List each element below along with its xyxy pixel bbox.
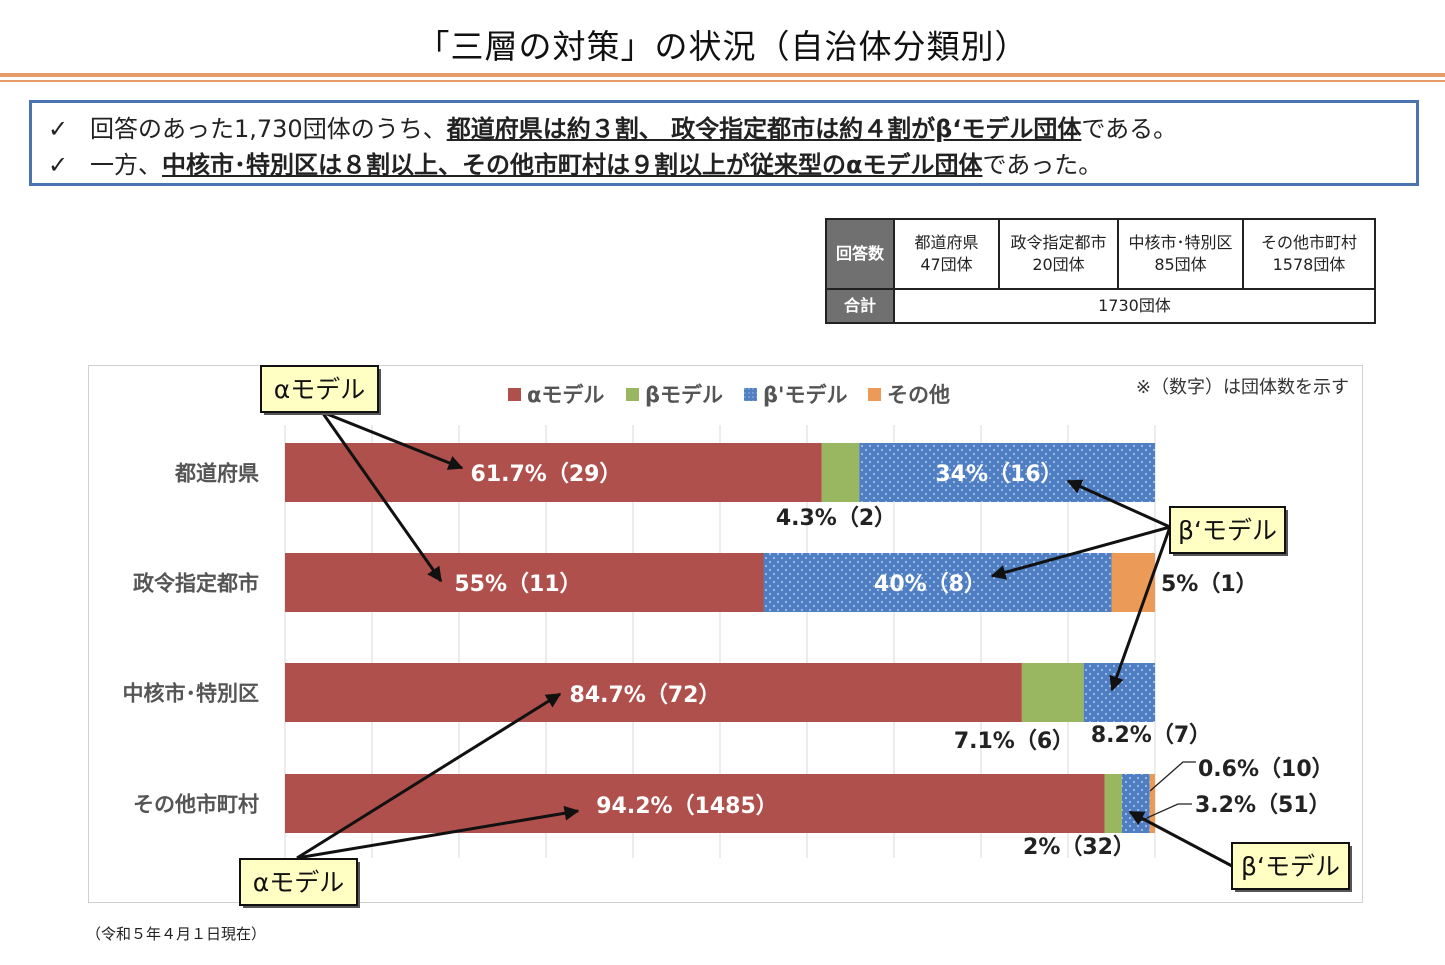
summary-line1-highlight: 都道府県は約３割、 政令指定都市は約４割がβ‘モデル団体 bbox=[446, 115, 1082, 143]
legend-label: αモデル bbox=[527, 383, 604, 407]
callout-label: αモデル bbox=[274, 375, 365, 404]
data-label: 61.7%（29） bbox=[471, 462, 622, 487]
table-cell-core-cities: 中核市･特別区 85団体 bbox=[1117, 218, 1244, 290]
callout-label: β‘モデル bbox=[1178, 516, 1277, 545]
leader-line bbox=[1139, 803, 1192, 822]
bar-segment bbox=[859, 443, 1155, 502]
response-count-table: 回答数 都道府県 47団体 政令指定都市 20団体 中核市･特別区 85団体 その他市… bbox=[825, 218, 1376, 324]
bar-segment bbox=[285, 663, 1022, 722]
summary-line2-pre: 一方、 bbox=[90, 151, 162, 179]
footnote: （令和５年４月１日現在） bbox=[86, 925, 267, 943]
data-label: 2%（32） bbox=[1023, 835, 1135, 860]
callout-box bbox=[1231, 842, 1350, 890]
legend-swatch bbox=[508, 388, 521, 401]
legend-label: β'モデル bbox=[763, 383, 847, 407]
data-label: 7.1%（6） bbox=[954, 729, 1074, 754]
bar-segment bbox=[763, 553, 1112, 612]
data-label: 8.2%（7） bbox=[1091, 723, 1211, 748]
table-cell-other-municipalities: その他市町村 1578団体 bbox=[1242, 218, 1376, 290]
callout-box bbox=[239, 858, 358, 906]
bar-segment bbox=[285, 443, 822, 502]
callout-arrow bbox=[320, 411, 443, 583]
title-underline-thin bbox=[0, 80, 1445, 82]
summary-line2-highlight: 中核市･特別区は８割以上、その他市町村は９割以上が従来型のαモデル団体 bbox=[162, 151, 983, 179]
legend-swatch bbox=[744, 388, 757, 401]
data-label: 34%（16） bbox=[935, 462, 1062, 487]
data-label: 0.6%（10） bbox=[1198, 757, 1334, 782]
check-icon: ✓ bbox=[48, 115, 69, 143]
callout-arrow bbox=[1109, 526, 1172, 692]
chart-frame bbox=[88, 365, 1363, 903]
summary-line-1: ✓ 回答のあった1,730団体のうち、都道府県は約３割、 政令指定都市は約４割がβ… bbox=[48, 111, 1416, 147]
bar-segment bbox=[1149, 774, 1155, 833]
legend-swatch bbox=[626, 388, 639, 401]
table-header-responses: 回答数 bbox=[825, 218, 895, 290]
summary-line2-post: であった。 bbox=[982, 151, 1103, 179]
bar-segment bbox=[285, 553, 764, 612]
category-label: 中核市･特別区 bbox=[123, 682, 260, 706]
callout-arrow bbox=[1128, 810, 1233, 868]
check-icon: ✓ bbox=[48, 151, 69, 179]
callout-box bbox=[260, 365, 379, 413]
chart-note: ※（数字）は団体数を示す bbox=[1136, 377, 1349, 398]
table-cell-total: 1730団体 bbox=[893, 288, 1376, 324]
data-label: 55%（11） bbox=[454, 572, 581, 597]
category-label: その他市町村 bbox=[133, 793, 259, 817]
bar-segment bbox=[821, 443, 860, 502]
callout-arrow bbox=[990, 525, 1171, 580]
callout-arrow bbox=[321, 410, 464, 470]
data-label: 5%（1） bbox=[1161, 572, 1258, 597]
legend-label: βモデル bbox=[645, 383, 723, 407]
callout-box bbox=[1169, 506, 1286, 554]
data-label: 94.2%（1485） bbox=[596, 794, 778, 819]
summary-line-2: ✓ 一方、中核市･特別区は８割以上、その他市町村は９割以上が従来型のαモデル団体で… bbox=[48, 147, 1416, 183]
category-label: 政令指定都市 bbox=[133, 572, 259, 596]
bar-segment bbox=[285, 774, 1105, 833]
bar-segment bbox=[1121, 774, 1150, 833]
summary-box: ✓ 回答のあった1,730団体のうち、都道府県は約３割、 政令指定都市は約４割がβ… bbox=[29, 100, 1419, 186]
bar-segment bbox=[1111, 553, 1155, 612]
callout-label: β‘モデル bbox=[1241, 852, 1340, 881]
leader-line bbox=[1149, 761, 1196, 792]
summary-line1-post: である。 bbox=[1081, 115, 1178, 143]
table-cell-prefectures: 都道府県 47団体 bbox=[893, 218, 1000, 290]
category-label: 都道府県 bbox=[174, 462, 259, 486]
legend-swatch bbox=[868, 388, 881, 401]
data-label: 40%（8） bbox=[874, 572, 986, 597]
callout-arrow bbox=[1066, 479, 1171, 529]
data-label: 4.3%（2） bbox=[776, 506, 896, 531]
callout-label: αモデル bbox=[253, 868, 344, 897]
page-title: 「三層の対策」の状況（自治体分類別） bbox=[416, 27, 1029, 66]
data-label: 84.7%（72） bbox=[570, 683, 721, 708]
bar-segment bbox=[1104, 774, 1122, 833]
table-cell-designated-cities: 政令指定都市 20団体 bbox=[998, 218, 1119, 290]
callout-arrow bbox=[296, 805, 580, 860]
data-label: 3.2%（51） bbox=[1195, 793, 1331, 818]
bar-segment bbox=[1021, 663, 1084, 722]
summary-line1-pre: 回答のあった1,730団体のうち、 bbox=[90, 115, 447, 143]
callout-arrow bbox=[296, 692, 562, 860]
legend-label: その他 bbox=[887, 383, 950, 407]
title-underline bbox=[0, 73, 1445, 77]
table-header-total: 合計 bbox=[825, 288, 895, 324]
